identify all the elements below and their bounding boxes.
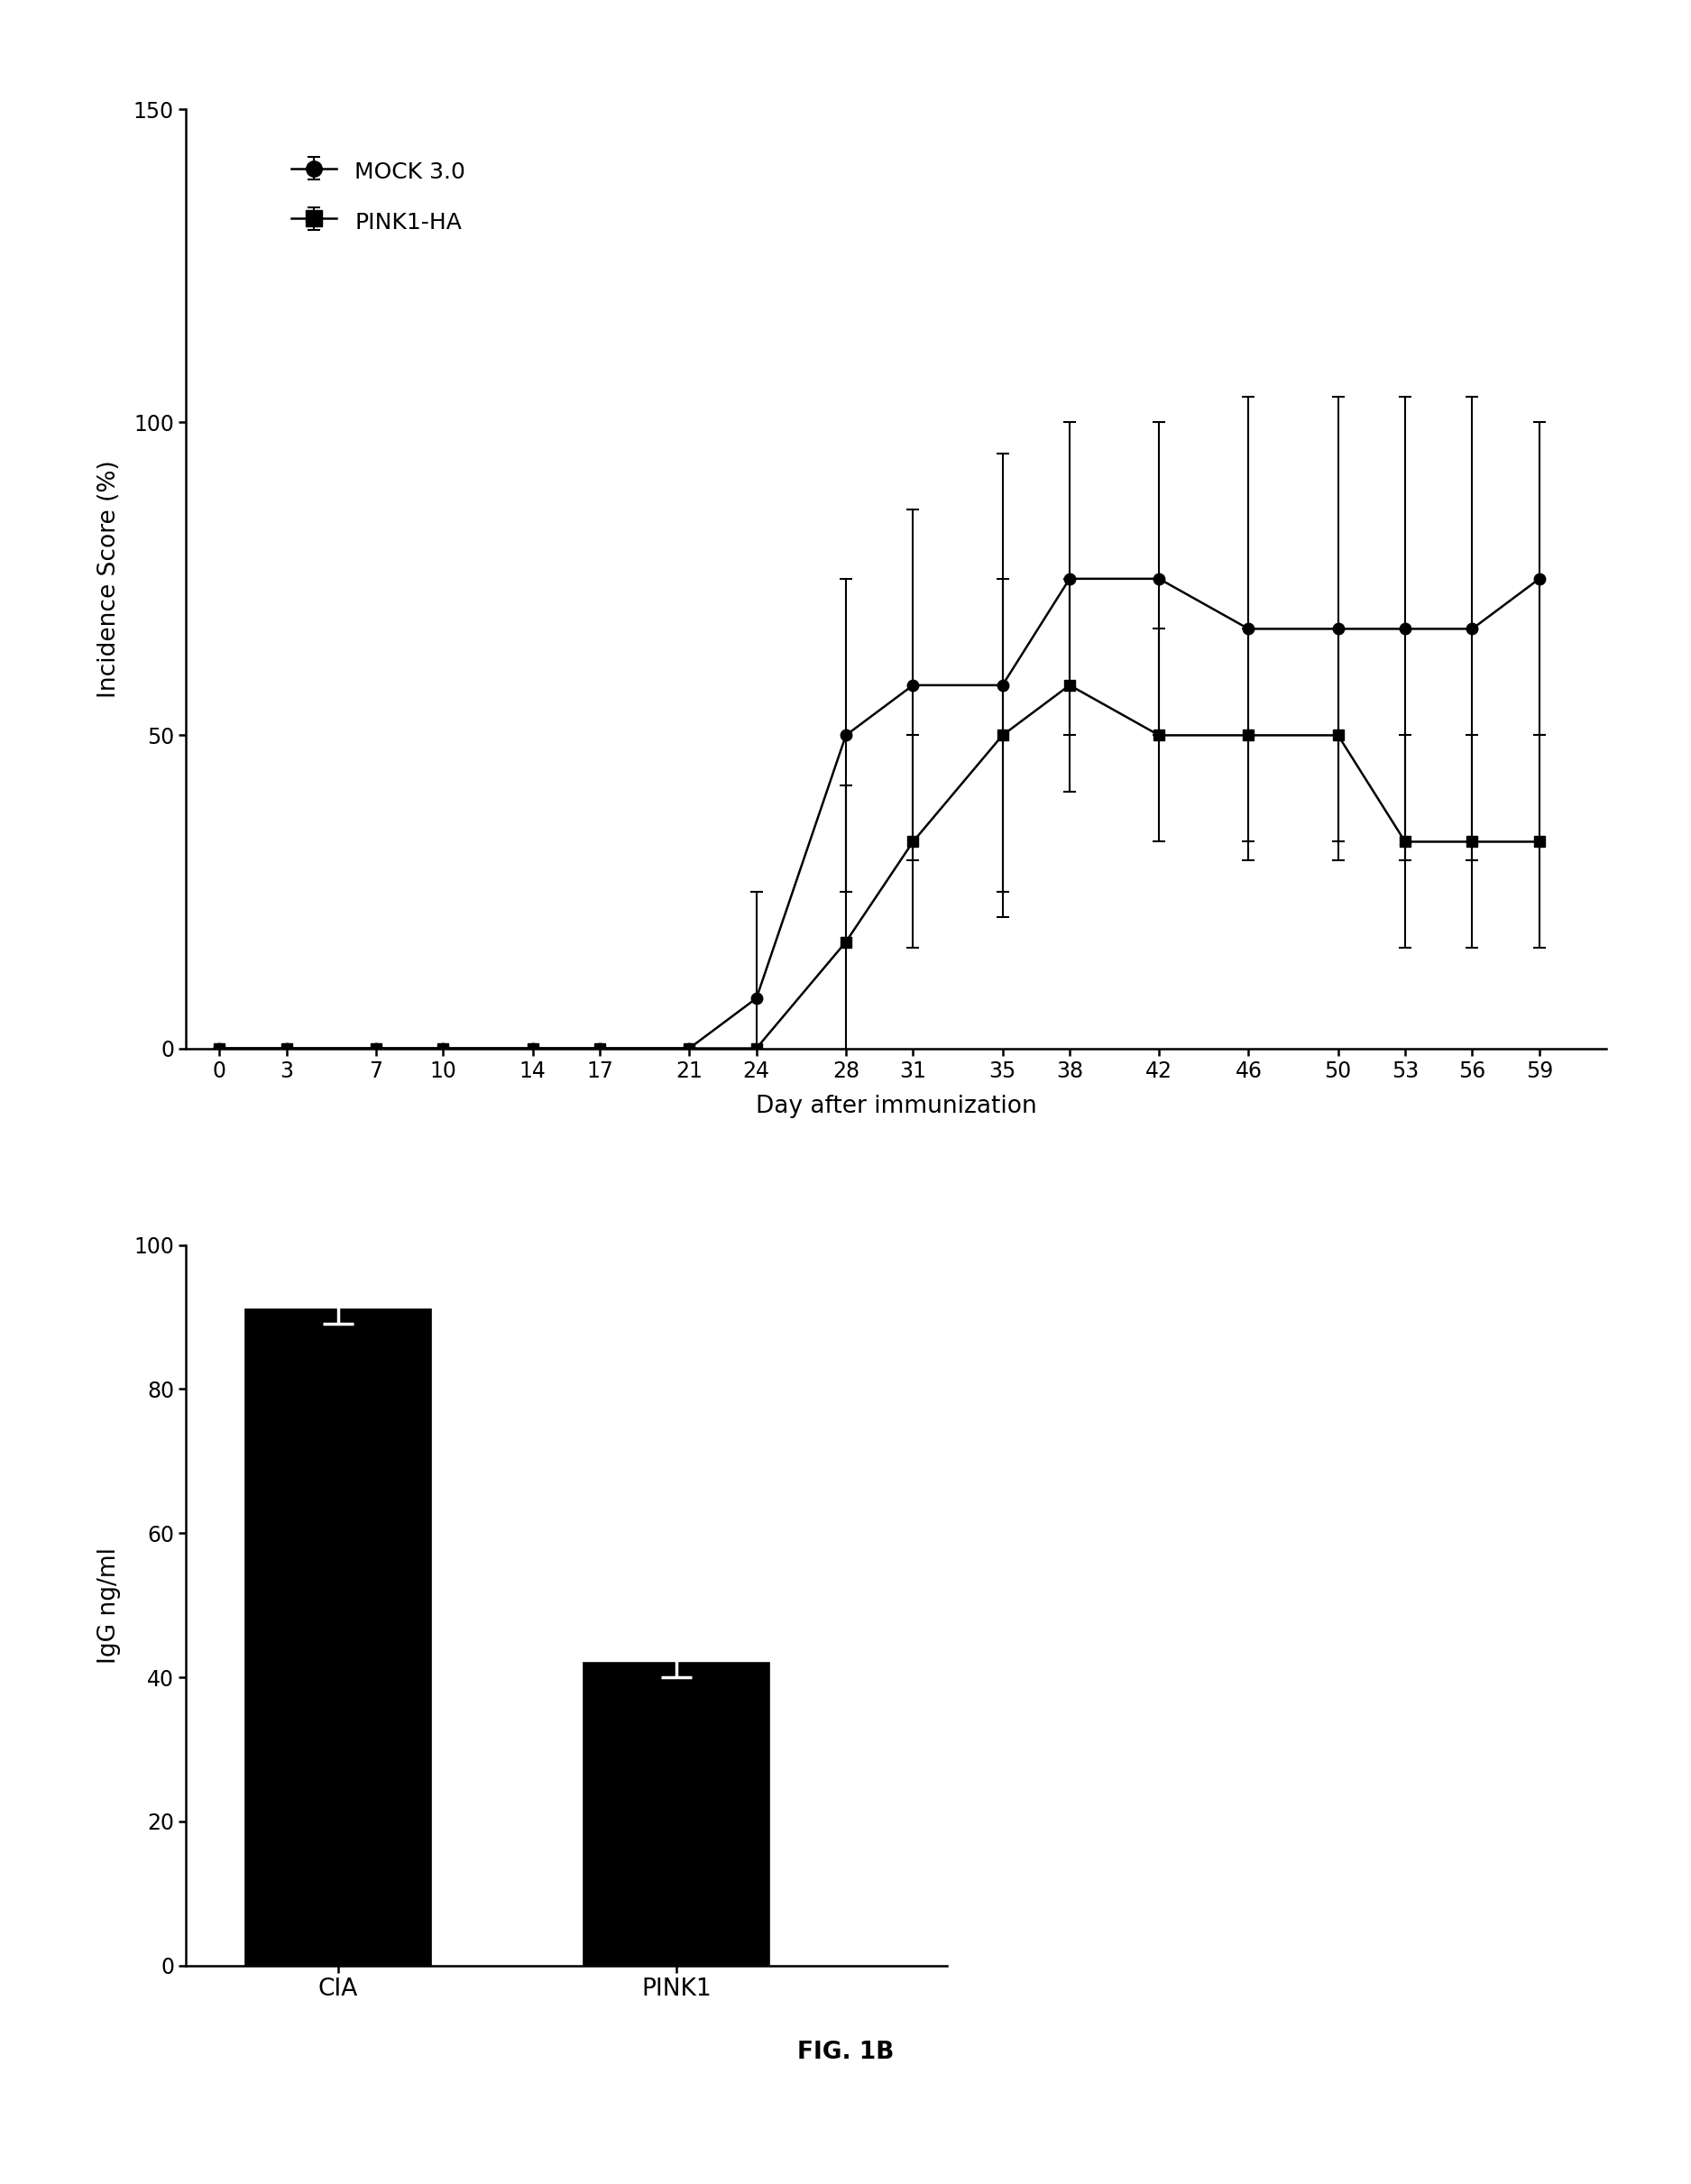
Legend: MOCK 3.0, PINK1-HA: MOCK 3.0, PINK1-HA (282, 149, 475, 245)
X-axis label: Day after immunization: Day after immunization (756, 1094, 1037, 1118)
Bar (245, 1310, 431, 1966)
Y-axis label: IgG ng/ml: IgG ng/ml (98, 1546, 122, 1664)
Text: FIG. 1B: FIG. 1B (796, 2040, 895, 2064)
Y-axis label: Incidence Score (%): Incidence Score (%) (98, 461, 120, 697)
Bar (583, 1662, 769, 1966)
